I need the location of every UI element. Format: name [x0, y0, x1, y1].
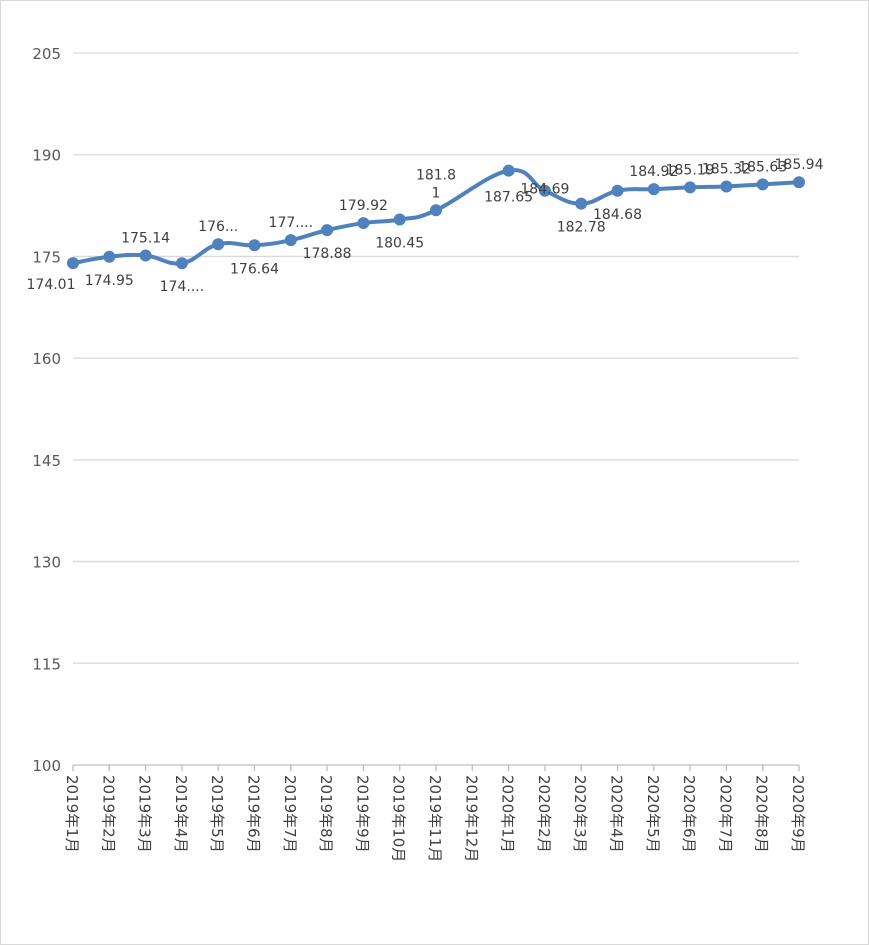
data-point [720, 180, 733, 193]
x-tick-label: 2020年8月 [753, 775, 771, 853]
y-tick-label: 190 [32, 147, 61, 165]
x-tick-label: 2019年2月 [99, 775, 117, 853]
data-point [139, 249, 152, 262]
x-tick-label: 2020年3月 [571, 775, 589, 853]
data-label: 185.32 [702, 161, 751, 177]
y-tick-label: 130 [32, 554, 61, 572]
data-point [175, 257, 188, 270]
data-point [103, 250, 116, 263]
x-tick-label: 2019年7月 [281, 775, 299, 853]
data-label: 176.64 [230, 261, 279, 277]
x-tick-label: 2019年12月 [462, 775, 480, 862]
x-axis: 2019年1月 2019年2月 2019年3月 2019年4月 2019年5月 2019年… [63, 765, 807, 862]
data-point [430, 204, 442, 217]
x-tick-label: 2020年1月 [499, 775, 517, 853]
data-point [756, 178, 769, 191]
x-tick-label: 2019年6月 [245, 775, 263, 853]
data-label: 176... [198, 219, 238, 235]
data-label: 187.65 [484, 190, 533, 206]
data-label: 174.95 [85, 273, 134, 289]
data-point [793, 176, 805, 189]
data-label: 180.45 [375, 235, 424, 251]
y-tick-label: 115 [32, 655, 61, 673]
data-point [357, 217, 370, 230]
data-label: 175.14 [121, 230, 170, 246]
y-tick-label: 175 [32, 248, 61, 266]
x-tick-label: 2020年5月 [644, 775, 662, 853]
x-tick-label: 2019年8月 [317, 775, 335, 853]
x-tick-label: 2020年7月 [716, 775, 734, 853]
x-tick-label: 2019年9月 [353, 775, 371, 853]
data-point [502, 164, 515, 177]
data-label: 185.63 [738, 159, 787, 175]
x-tick-label: 2019年1月 [63, 775, 81, 853]
y-tick-label: 160 [32, 350, 61, 368]
data-point [647, 183, 660, 196]
x-tick-label: 2020年4月 [608, 775, 626, 853]
data-point [67, 257, 79, 270]
x-tick-label: 2019年4月 [172, 775, 190, 853]
data-point [575, 197, 588, 210]
x-tick-label: 2019年10月 [390, 775, 408, 862]
data-point [538, 184, 551, 197]
data-label: 185.94 [775, 157, 824, 173]
data-label: 184.68 [593, 207, 642, 223]
data-label: 174.01 [27, 277, 76, 293]
data-label: 177.... [269, 215, 314, 231]
data-label: 178.88 [303, 246, 352, 262]
x-tick-label: 2019年3月 [136, 775, 154, 853]
y-tick-label: 145 [32, 452, 61, 470]
y-tick-label: 100 [32, 757, 61, 775]
data-label: 185.19 [666, 162, 715, 178]
data-label: 181.8 1 [416, 167, 456, 201]
x-tick-label: 2019年5月 [208, 775, 226, 853]
data-point [321, 224, 334, 237]
x-tick-label: 2020年9月 [789, 775, 807, 853]
gridlines [73, 52, 799, 766]
data-label: 179.92 [339, 198, 388, 214]
data-label: 184.69 [520, 182, 569, 198]
x-tick-label: 2020年6月 [680, 775, 698, 853]
y-axis-ticks: 100 115 130 145 160 175 190 205 [32, 45, 61, 775]
data-label: 184.92 [629, 164, 678, 180]
data-point [611, 184, 624, 197]
data-point [284, 234, 297, 247]
data-label: 174.... [160, 279, 205, 295]
data-point [684, 181, 697, 194]
data-label: 182.78 [557, 220, 606, 236]
data-labels: 174.01 174.95 175.14 174.... 176... 176.64 177… [27, 157, 824, 295]
series-points [67, 164, 805, 270]
data-point [248, 239, 261, 252]
x-tick-label: 2020年2月 [535, 775, 553, 853]
data-point [212, 238, 225, 251]
data-point [393, 213, 406, 226]
x-tick-label: 2019年11月 [426, 775, 444, 862]
y-tick-label: 205 [32, 45, 61, 63]
